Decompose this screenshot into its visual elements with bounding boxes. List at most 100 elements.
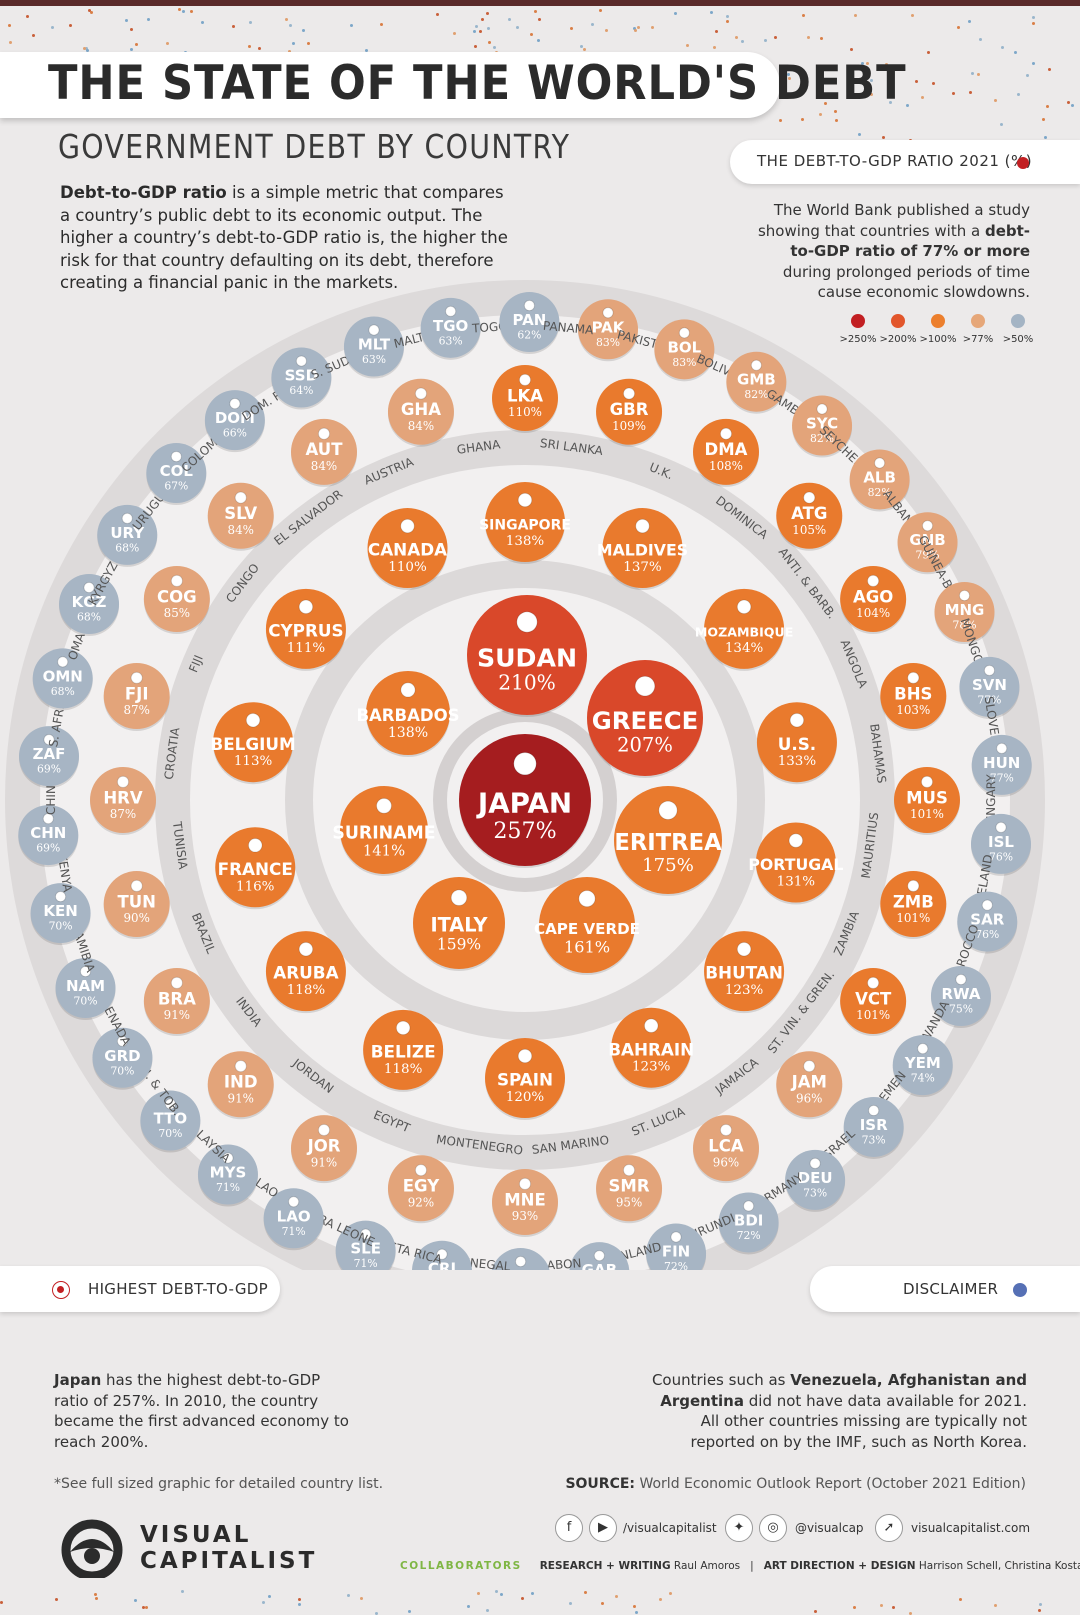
country-value-label: 95% bbox=[616, 1195, 642, 1209]
art-name: Harrison Schell, Christina Kostandi bbox=[918, 1560, 1080, 1572]
country-value-label: 101% bbox=[856, 1008, 890, 1022]
flag-icon bbox=[295, 355, 307, 367]
decorative-dot bbox=[807, 36, 811, 40]
legend-item: >100% bbox=[918, 314, 958, 345]
bubble-circle bbox=[934, 582, 995, 643]
bubble-circle bbox=[776, 482, 843, 549]
decorative-dot bbox=[882, 135, 886, 139]
country-value-label: 118% bbox=[384, 1062, 423, 1077]
social-handle-fb-yt[interactable]: /visualcapitalist bbox=[623, 1521, 717, 1535]
country-code-label: HUN bbox=[983, 754, 1020, 772]
flag-icon bbox=[750, 359, 762, 371]
country-value-label: 68% bbox=[115, 541, 139, 554]
country-code-label: JAM bbox=[791, 1073, 827, 1092]
flag-icon bbox=[414, 387, 428, 400]
decorative-dot bbox=[1048, 68, 1052, 72]
bubble-circle bbox=[32, 648, 93, 709]
country-value-label: 83% bbox=[672, 356, 696, 369]
decorative-dot bbox=[685, 44, 689, 48]
country-code-label: ATG bbox=[791, 504, 827, 523]
twitter-icon[interactable]: ✦ bbox=[725, 1514, 753, 1542]
country-code-label: MNG bbox=[945, 601, 985, 619]
decorative-dot bbox=[735, 36, 739, 40]
decorative-dot bbox=[951, 91, 955, 95]
country-value-label: 72% bbox=[737, 1229, 761, 1242]
country-value-label: 207% bbox=[617, 733, 673, 756]
bubble-circle bbox=[897, 512, 958, 573]
decorative-dot bbox=[910, 14, 914, 18]
country-code-label: GREECE bbox=[592, 706, 699, 735]
decorative-dot bbox=[994, 99, 998, 103]
country-code-label: PAN bbox=[513, 311, 547, 329]
instagram-icon[interactable]: ◎ bbox=[759, 1514, 787, 1542]
decorative-dot bbox=[474, 24, 478, 28]
decorative-dot bbox=[26, 14, 30, 18]
flag-icon bbox=[234, 491, 247, 504]
decorative-dot bbox=[824, 102, 828, 106]
flag-icon bbox=[867, 574, 880, 587]
decorative-dot bbox=[486, 27, 490, 31]
country-bubble: GAB72% bbox=[569, 1242, 630, 1270]
decorative-dot bbox=[857, 132, 861, 136]
decorative-dot bbox=[569, 1601, 573, 1605]
top-border bbox=[0, 0, 1080, 6]
decorative-dot bbox=[1001, 45, 1004, 49]
legend-label: >200% bbox=[879, 334, 917, 345]
decorative-dot bbox=[889, 77, 893, 81]
decorative-dot bbox=[452, 32, 456, 36]
bubble-circle bbox=[140, 1090, 201, 1151]
country-code-label: BAHRAIN bbox=[608, 1039, 694, 1059]
decorative-dot bbox=[1016, 92, 1020, 96]
youtube-icon[interactable]: ▶ bbox=[589, 1514, 617, 1542]
flag-icon bbox=[867, 976, 880, 989]
legend-item: >50% bbox=[998, 314, 1038, 345]
intro-bold: Debt-to-GDP ratio bbox=[60, 183, 227, 202]
bubble-circle bbox=[849, 449, 910, 510]
cursor-icon[interactable]: ➚ bbox=[875, 1514, 903, 1542]
collaborators-label: COLLABORATORS bbox=[400, 1560, 522, 1572]
bubble-circle bbox=[485, 482, 565, 562]
decorative-dot bbox=[298, 1597, 302, 1601]
country-code-label: SLV bbox=[224, 504, 257, 523]
flag-icon bbox=[996, 742, 1008, 755]
country-code-label: BELGIUM bbox=[210, 734, 295, 754]
bubble-circle bbox=[499, 292, 560, 353]
bubble-circle bbox=[578, 299, 639, 360]
bubble-circle bbox=[959, 656, 1020, 717]
country-code-label: ERITREA bbox=[614, 830, 722, 856]
decorative-dot bbox=[84, 46, 88, 50]
disclaimer-note: Countries such as Venezuela, Afghanistan… bbox=[647, 1370, 1027, 1452]
flag-icon bbox=[516, 611, 538, 633]
decorative-dot bbox=[570, 26, 574, 30]
decorative-dot bbox=[1037, 1609, 1041, 1613]
legend-item: >250% bbox=[838, 314, 878, 345]
decorative-dot bbox=[1000, 122, 1004, 126]
country-bubble: CRI71% bbox=[412, 1240, 472, 1270]
country-code-label: BELIZE bbox=[371, 1041, 436, 1061]
legend-label: >100% bbox=[919, 334, 957, 345]
country-value-label: 76% bbox=[975, 928, 999, 941]
social-handle-tw-ig[interactable]: @visualcap bbox=[795, 1521, 864, 1535]
bubble-circle bbox=[704, 931, 785, 1012]
decorative-dot bbox=[884, 62, 888, 66]
bubble-circle bbox=[291, 1115, 357, 1182]
bubble-circle bbox=[840, 968, 907, 1034]
decorative-dot bbox=[262, 1601, 266, 1605]
country-value-label: 110% bbox=[508, 405, 542, 419]
wb-post: during prolonged periods of time cause e… bbox=[782, 262, 1030, 302]
decorative-dot bbox=[285, 18, 289, 22]
decorative-dot bbox=[669, 1592, 673, 1596]
website-link[interactable]: visualcapitalist.com bbox=[911, 1521, 1031, 1535]
facebook-icon[interactable]: f bbox=[555, 1514, 583, 1542]
decorative-dot bbox=[1032, 16, 1036, 20]
flag-icon bbox=[983, 664, 996, 677]
decorative-dot bbox=[190, 10, 194, 14]
